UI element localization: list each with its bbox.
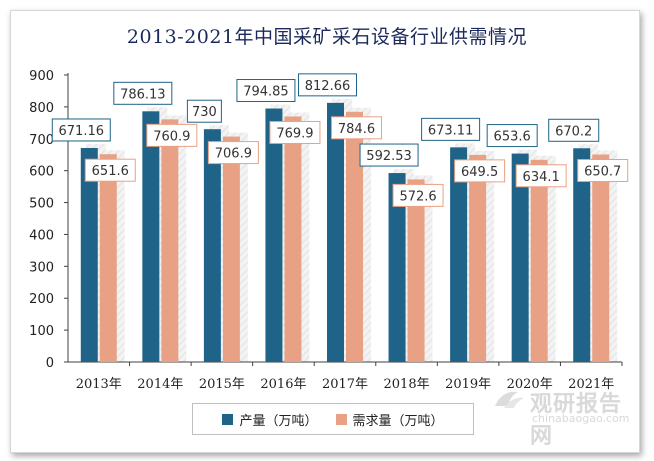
- data-label-box: [515, 164, 567, 188]
- data-label-box: [236, 79, 296, 103]
- y-tick-label: 100: [29, 324, 54, 339]
- watermark-text-cn: 观研报告网: [530, 392, 623, 449]
- data-label-box: [146, 123, 198, 147]
- y-tick-label: 600: [29, 165, 54, 180]
- legend-label-demand: 需求量（万吨）: [352, 413, 444, 429]
- bar-demand: [222, 136, 240, 362]
- data-label-demand: 572.6: [399, 189, 436, 204]
- data-label-box: [548, 118, 600, 142]
- data-label-box: [359, 143, 419, 167]
- x-tick-label: 2017年: [322, 377, 368, 392]
- data-label-output: 670.2: [555, 124, 592, 139]
- bar-output: [80, 147, 98, 362]
- legend-item-demand: 需求量（万吨）: [335, 410, 444, 429]
- data-label-output: 673.11: [428, 123, 474, 138]
- x-tick-label: 2019年: [445, 377, 491, 392]
- x-tick-label: 2018年: [384, 377, 430, 392]
- y-tick-label: 400: [29, 228, 54, 243]
- data-label-output: 812.66: [305, 79, 351, 94]
- bar-output: [450, 147, 468, 362]
- legend-item-output: 产量（万吨）: [222, 410, 318, 429]
- bar-output: [327, 102, 344, 363]
- legend: 产量（万吨） 需求量（万吨）: [192, 403, 474, 435]
- bar-demand: [346, 111, 363, 362]
- data-label-output: 786.13: [120, 87, 166, 102]
- bar-output: [511, 153, 529, 362]
- y-tick-label: 300: [29, 260, 54, 275]
- bar-output: [203, 129, 221, 362]
- bar-output: [573, 148, 591, 362]
- data-label-box: [269, 120, 321, 144]
- bar-demand: [407, 179, 425, 362]
- bar-demand: [530, 159, 548, 362]
- x-tick-label: 2015年: [199, 377, 245, 392]
- data-label-box: [577, 158, 629, 182]
- data-label-box: [331, 116, 382, 140]
- data-label-output: 653.6: [494, 130, 531, 145]
- data-label-demand: 634.1: [523, 170, 560, 185]
- x-tick-label: 2013年: [76, 377, 122, 392]
- y-tick-label: 700: [29, 133, 54, 148]
- data-label-box: [207, 141, 259, 165]
- data-label-demand: 649.5: [461, 165, 498, 180]
- bar-demand: [284, 116, 302, 362]
- watermark-text-en: chinabaogao.com: [532, 412, 630, 425]
- watermark: 观研报告网 chinabaogao.com: [492, 384, 632, 449]
- bar-output: [388, 173, 406, 362]
- data-label-box: [454, 159, 506, 183]
- data-label-demand: 760.9: [153, 129, 190, 144]
- data-label-box: [113, 81, 173, 105]
- legend-label-output: 产量（万吨）: [239, 413, 318, 429]
- data-label-box: [186, 99, 222, 123]
- chart-title: 2013-2021年中国采矿采石设备行业供需情况: [126, 26, 528, 48]
- data-label-box: [298, 73, 357, 97]
- legend-swatch-demand: [335, 413, 347, 425]
- y-tick-label: 500: [29, 197, 54, 212]
- y-tick-label: 900: [29, 69, 54, 84]
- y-tick-label: 0: [46, 356, 54, 371]
- bar-output: [142, 111, 160, 362]
- bar-demand: [469, 154, 487, 362]
- data-label-output: 592.53: [366, 149, 412, 164]
- data-label-demand: 651.6: [92, 164, 129, 179]
- data-label-demand: 769.9: [276, 126, 313, 141]
- bar-demand: [161, 119, 179, 362]
- bar-demand: [99, 154, 117, 362]
- data-label-demand: 706.9: [215, 147, 252, 162]
- x-tick-label: 2020年: [507, 377, 553, 392]
- data-label-box: [51, 118, 111, 142]
- x-tick-label: 2016年: [260, 377, 306, 392]
- x-tick-label: 2021年: [568, 377, 614, 392]
- data-label-output: 730: [192, 105, 217, 120]
- data-label-box: [392, 183, 444, 207]
- data-label-demand: 650.7: [584, 164, 621, 179]
- data-label-output: 794.85: [243, 85, 289, 100]
- y-tick-label: 800: [29, 101, 54, 116]
- x-tick-label: 2014年: [137, 377, 183, 392]
- bar-demand: [592, 154, 610, 362]
- data-label-box: [486, 124, 538, 148]
- y-tick-label: 200: [29, 292, 54, 307]
- bar-output: [265, 108, 283, 363]
- data-label-output: 671.16: [59, 124, 105, 139]
- legend-swatch-output: [222, 413, 234, 425]
- data-label-box: [84, 158, 136, 182]
- data-label-demand: 784.6: [338, 122, 375, 137]
- data-label-box: [421, 117, 481, 141]
- watermark-logo-icon: [495, 391, 524, 408]
